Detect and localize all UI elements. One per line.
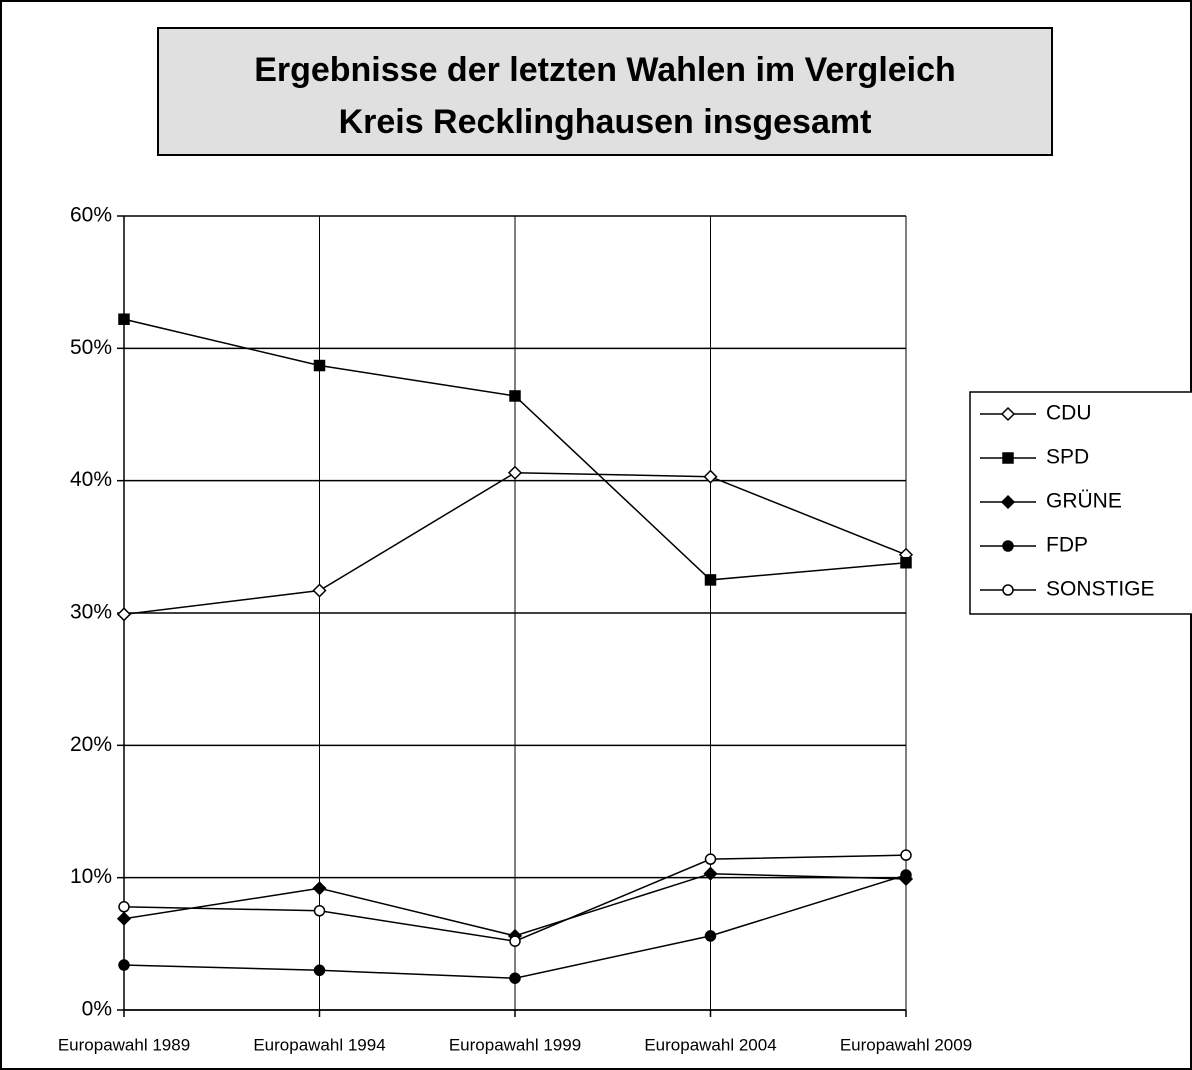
y-tick-label: 50% bbox=[70, 336, 112, 359]
x-tick-label: Europawahl 1994 bbox=[253, 1035, 385, 1054]
x-tick-label: Europawahl 1999 bbox=[449, 1035, 581, 1054]
legend-marker bbox=[1002, 452, 1014, 464]
data-point bbox=[116, 911, 132, 926]
data-point bbox=[118, 313, 130, 325]
legend-label: FDP bbox=[1046, 534, 1088, 557]
legend-label: GRÜNE bbox=[1046, 490, 1122, 513]
data-point bbox=[509, 972, 521, 984]
legend-label: SONSTIGE bbox=[1046, 578, 1155, 601]
chart-title: Ergebnisse der letzten Wahlen im Verglei… bbox=[254, 51, 956, 89]
data-point bbox=[900, 849, 912, 861]
data-point bbox=[116, 607, 132, 622]
data-point bbox=[118, 959, 130, 971]
data-point bbox=[118, 901, 130, 913]
data-point bbox=[704, 574, 717, 586]
legend-label: CDU bbox=[1046, 402, 1092, 425]
y-tick-label: 30% bbox=[70, 601, 112, 624]
data-point bbox=[509, 390, 521, 402]
y-tick-label: 60% bbox=[70, 204, 112, 227]
data-point bbox=[313, 905, 326, 917]
legend-marker bbox=[1000, 494, 1016, 510]
x-tick-label: Europawahl 2009 bbox=[840, 1035, 972, 1054]
y-tick-label: 40% bbox=[70, 468, 112, 491]
data-point bbox=[312, 583, 327, 598]
data-point bbox=[313, 964, 326, 977]
x-tick-label: Europawahl 1989 bbox=[58, 1035, 190, 1054]
data-point bbox=[312, 881, 327, 896]
data-point bbox=[900, 556, 912, 569]
y-tick-label: 20% bbox=[70, 733, 112, 756]
legend-label: SPD bbox=[1046, 446, 1089, 469]
data-point bbox=[313, 359, 326, 372]
y-tick-label: 0% bbox=[82, 998, 112, 1021]
x-tick-label: Europawahl 2004 bbox=[644, 1035, 776, 1054]
legend-marker bbox=[1002, 540, 1014, 552]
data-point bbox=[900, 869, 912, 881]
title-box bbox=[157, 27, 1053, 156]
data-point bbox=[509, 935, 521, 947]
data-point bbox=[703, 469, 718, 484]
legend-marker bbox=[1002, 584, 1014, 596]
data-point bbox=[507, 465, 523, 480]
data-point bbox=[704, 930, 717, 942]
legend-marker bbox=[1000, 406, 1016, 422]
data-point bbox=[703, 866, 718, 881]
data-point bbox=[704, 853, 717, 865]
y-tick-label: 10% bbox=[70, 865, 112, 888]
chart-subtitle: Kreis Recklinghausen insgesamt bbox=[339, 103, 872, 141]
